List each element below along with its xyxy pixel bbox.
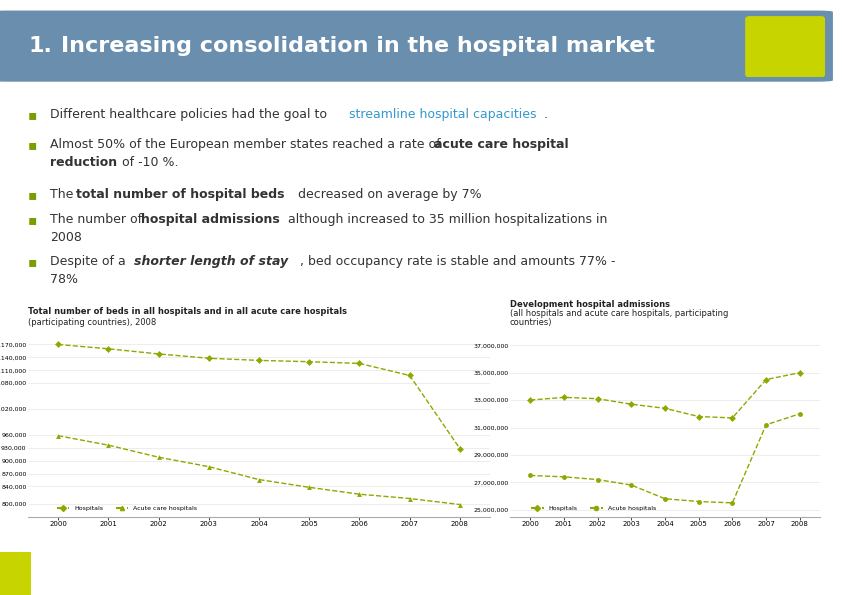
Text: Almost 50% of the European member states reached a rate of: Almost 50% of the European member states… (50, 138, 445, 151)
Text: ▪: ▪ (28, 213, 37, 227)
Text: ▪: ▪ (28, 108, 37, 123)
Text: acute care hospital: acute care hospital (434, 138, 568, 151)
Text: The number of: The number of (50, 213, 147, 226)
FancyBboxPatch shape (0, 11, 833, 82)
Text: 78%: 78% (50, 273, 78, 286)
Text: 8: 8 (717, 569, 723, 578)
Text: The: The (50, 188, 77, 201)
Text: ▪: ▪ (28, 138, 37, 152)
Text: Despite of a: Despite of a (50, 255, 130, 268)
Text: ▪: ▪ (28, 188, 37, 202)
Text: 1.: 1. (29, 36, 52, 56)
Legend: Hospitals, Acute hospitals: Hospitals, Acute hospitals (529, 503, 658, 513)
Text: (participating countries), 2008: (participating countries), 2008 (28, 318, 157, 327)
Text: ©healiz, Essen: ©healiz, Essen (758, 569, 815, 578)
Text: streamline hospital capacities: streamline hospital capacities (349, 108, 536, 121)
Text: hospital admissions: hospital admissions (141, 213, 280, 226)
Text: decreased on average by 7%: decreased on average by 7% (294, 188, 481, 201)
Text: Increasing consolidation in the hospital market: Increasing consolidation in the hospital… (61, 36, 655, 56)
Text: .: . (544, 108, 548, 121)
Text: Development hospital admissions: Development hospital admissions (510, 300, 670, 309)
Text: of -10 %.: of -10 %. (118, 156, 178, 170)
Text: reduction: reduction (50, 156, 117, 170)
Bar (0, 552, 31, 595)
FancyBboxPatch shape (745, 16, 825, 77)
Text: Different healthcare policies had the goal to: Different healthcare policies had the go… (50, 108, 331, 121)
Text: 2008: 2008 (50, 231, 82, 244)
Legend: Hospitals, Acute care hospitals: Hospitals, Acute care hospitals (54, 503, 200, 513)
Text: total number of hospital beds: total number of hospital beds (76, 188, 285, 201)
Text: (all hospitals and acute care hospitals, participating: (all hospitals and acute care hospitals,… (510, 309, 728, 318)
Text: ▪: ▪ (28, 255, 37, 269)
Text: shorter length of stay: shorter length of stay (135, 255, 289, 268)
Text: Total number of beds in all hospitals and in all acute care hospitals: Total number of beds in all hospitals an… (28, 307, 347, 316)
Text: , bed occupancy rate is stable and amounts 77% -: , bed occupancy rate is stable and amoun… (300, 255, 615, 268)
Text: although increased to 35 million hospitalizations in: although increased to 35 million hospita… (284, 213, 607, 226)
Text: countries): countries) (510, 318, 552, 327)
Text: 31-05-2011, Sherille Veira-Schnitzler: The European healthcare market from a tex: 31-05-2011, Sherille Veira-Schnitzler: T… (38, 569, 475, 578)
